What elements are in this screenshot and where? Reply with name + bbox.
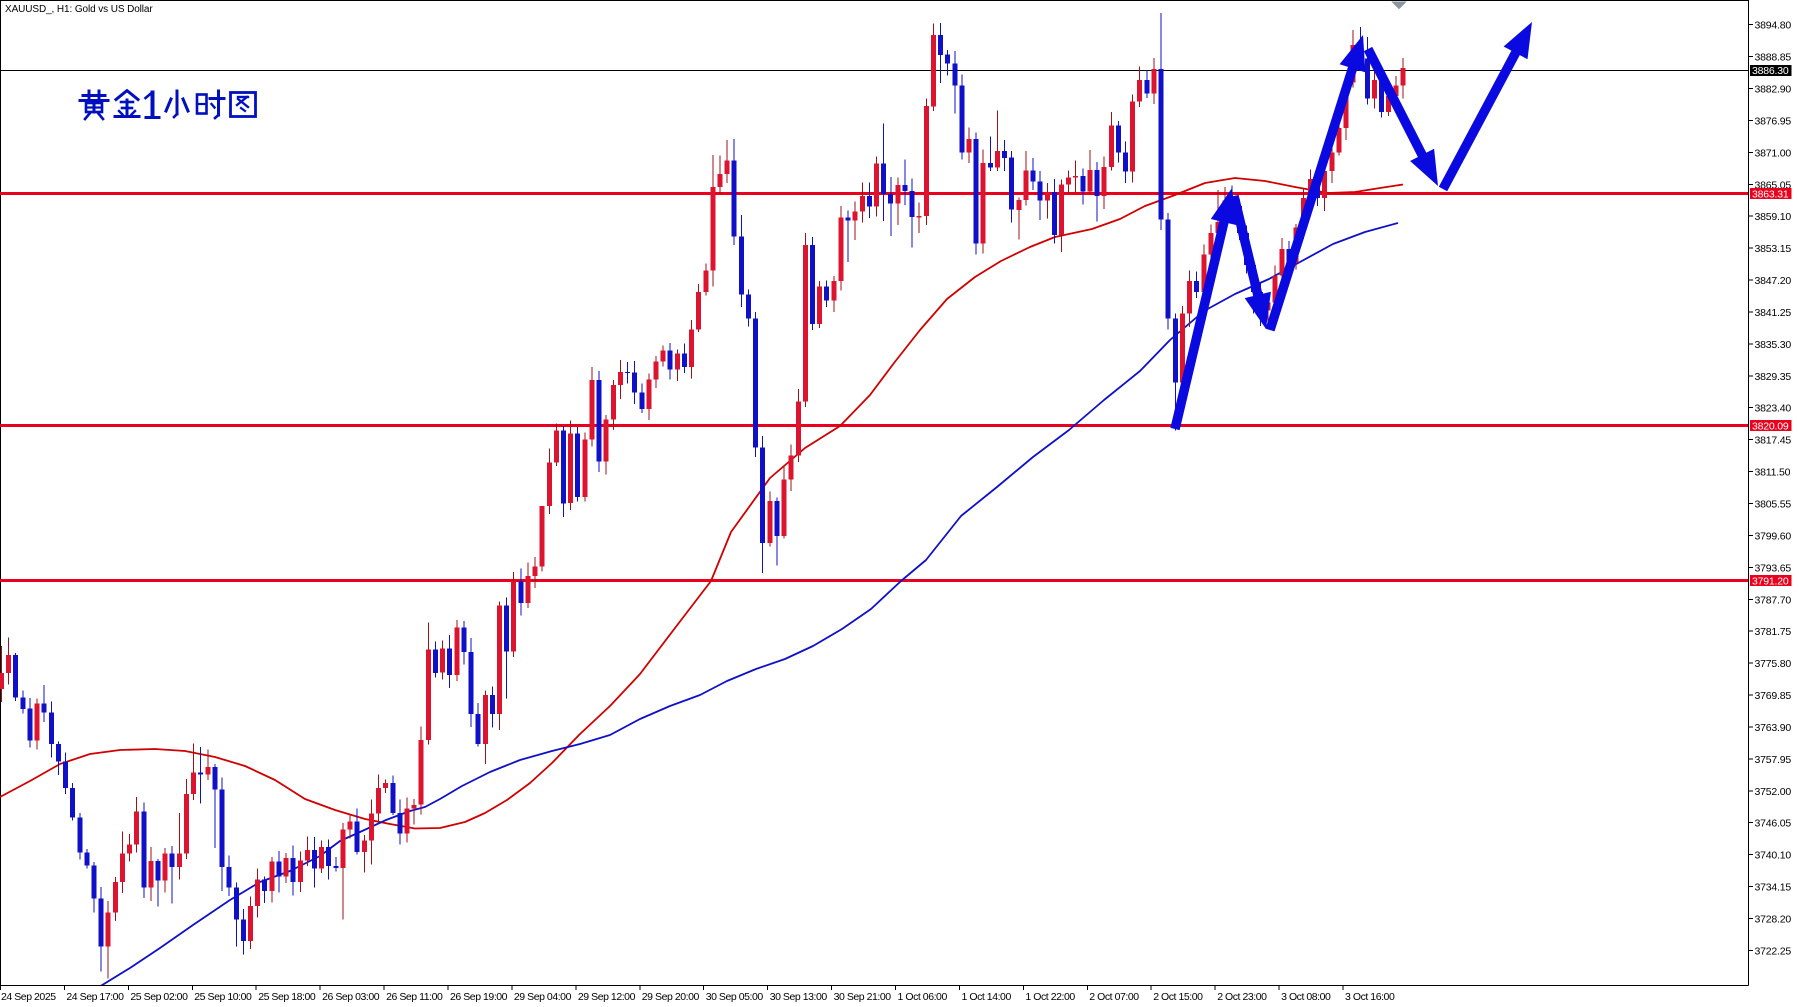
svg-text:25 Sep 02:00: 25 Sep 02:00 (130, 991, 188, 1003)
svg-text:3888.85: 3888.85 (1755, 52, 1792, 64)
svg-text:25 Sep 18:00: 25 Sep 18:00 (258, 991, 316, 1003)
svg-text:3740.10: 3740.10 (1755, 850, 1792, 862)
svg-text:25 Sep 10:00: 25 Sep 10:00 (194, 991, 252, 1003)
svg-text:2 Oct 23:00: 2 Oct 23:00 (1217, 991, 1267, 1003)
svg-text:24 Sep 17:00: 24 Sep 17:00 (66, 991, 124, 1003)
svg-text:2 Oct 15:00: 2 Oct 15:00 (1153, 991, 1203, 1003)
svg-text:3847.20: 3847.20 (1755, 275, 1792, 287)
svg-text:3793.65: 3793.65 (1755, 562, 1792, 574)
svg-text:1 Oct 14:00: 1 Oct 14:00 (962, 991, 1012, 1003)
svg-text:3791.20: 3791.20 (1752, 575, 1789, 587)
svg-text:30 Sep 21:00: 30 Sep 21:00 (834, 991, 892, 1003)
svg-text:3817.45: 3817.45 (1755, 435, 1792, 447)
svg-text:3728.20: 3728.20 (1755, 914, 1792, 926)
svg-text:3876.95: 3876.95 (1755, 115, 1792, 127)
svg-text:3799.60: 3799.60 (1755, 530, 1792, 542)
svg-text:2 Oct 07:00: 2 Oct 07:00 (1089, 991, 1139, 1003)
svg-text:29 Sep 12:00: 29 Sep 12:00 (578, 991, 636, 1003)
svg-text:3820.09: 3820.09 (1752, 420, 1789, 432)
svg-text:3871.00: 3871.00 (1755, 147, 1792, 159)
svg-text:3805.55: 3805.55 (1755, 499, 1792, 511)
svg-text:3746.05: 3746.05 (1755, 818, 1792, 830)
svg-text:29 Sep 04:00: 29 Sep 04:00 (514, 991, 572, 1003)
svg-text:3769.85: 3769.85 (1755, 690, 1792, 702)
svg-text:3 Oct 08:00: 3 Oct 08:00 (1281, 991, 1331, 1003)
svg-text:3882.90: 3882.90 (1755, 84, 1792, 96)
svg-text:3752.00: 3752.00 (1755, 786, 1792, 798)
svg-text:3853.15: 3853.15 (1755, 243, 1792, 255)
svg-text:3734.15: 3734.15 (1755, 882, 1792, 894)
svg-text:3859.10: 3859.10 (1755, 211, 1792, 223)
svg-text:3757.95: 3757.95 (1755, 754, 1792, 766)
svg-text:26 Sep 11:00: 26 Sep 11:00 (386, 991, 443, 1003)
svg-text:3781.75: 3781.75 (1755, 626, 1792, 638)
svg-text:3775.80: 3775.80 (1755, 658, 1792, 670)
svg-text:26 Sep 19:00: 26 Sep 19:00 (450, 991, 508, 1003)
svg-text:24 Sep 2025: 24 Sep 2025 (1, 991, 56, 1003)
svg-text:3811.50: 3811.50 (1755, 467, 1791, 479)
svg-text:3763.90: 3763.90 (1755, 722, 1792, 734)
svg-text:3835.30: 3835.30 (1755, 339, 1792, 351)
svg-text:3886.30: 3886.30 (1752, 65, 1789, 77)
svg-text:3722.25: 3722.25 (1755, 945, 1792, 957)
svg-text:XAUUSD_, H1: Gold vs US Dolla: XAUUSD_, H1: Gold vs US Dollar (5, 4, 153, 15)
svg-text:1 Oct 06:00: 1 Oct 06:00 (898, 991, 948, 1003)
svg-text:3829.35: 3829.35 (1755, 371, 1792, 383)
svg-text:3863.31: 3863.31 (1752, 188, 1789, 200)
svg-text:29 Sep 20:00: 29 Sep 20:00 (642, 991, 700, 1003)
svg-text:26 Sep 03:00: 26 Sep 03:00 (322, 991, 380, 1003)
svg-text:3841.25: 3841.25 (1755, 307, 1792, 319)
svg-text:1 Oct 22:00: 1 Oct 22:00 (1025, 991, 1075, 1003)
svg-text:30 Sep 13:00: 30 Sep 13:00 (770, 991, 828, 1003)
svg-text:3 Oct 16:00: 3 Oct 16:00 (1345, 991, 1395, 1003)
svg-text:3823.40: 3823.40 (1755, 403, 1792, 415)
svg-text:30 Sep 05:00: 30 Sep 05:00 (706, 991, 764, 1003)
svg-text:3894.80: 3894.80 (1755, 20, 1792, 32)
svg-text:3787.70: 3787.70 (1755, 594, 1792, 606)
